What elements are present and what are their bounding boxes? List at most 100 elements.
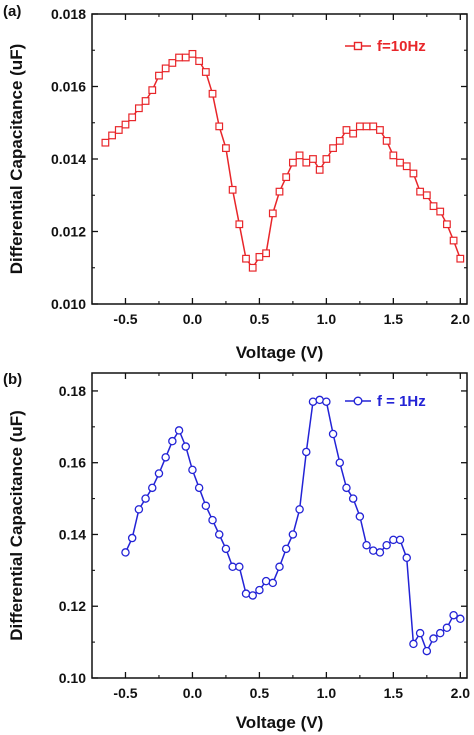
- legend-b: f = 1Hz: [345, 393, 426, 410]
- data-point: [322, 155, 331, 163]
- data-point: [435, 628, 445, 638]
- y-tick-label: 0.12: [59, 598, 86, 614]
- x-axis-title-b: Voltage (V): [236, 713, 324, 732]
- data-point: [449, 610, 458, 620]
- panel-b: (b) -0.5 0.0 0.5 1.0 1.5 2.0 0.10 0.12 0.14 0.16 0…: [3, 371, 470, 732]
- ticks-b: -0.5 0.0 0.5 1.0 1.5 2.0 0.10 0.12 0.14 0.16 0.18: [59, 373, 470, 701]
- y-axis-title-b: Differential Capacitance (uF): [7, 410, 26, 641]
- data-point: [348, 494, 358, 503]
- data-point: [181, 53, 190, 62]
- data-point: [456, 614, 465, 624]
- data-point: [188, 49, 197, 58]
- data-point: [328, 429, 338, 439]
- data-point: [389, 151, 398, 160]
- data-point: [141, 97, 150, 105]
- data-point: [335, 136, 344, 145]
- data-point: [108, 131, 116, 140]
- data-point: [281, 544, 291, 554]
- x-tick-label: 1.5: [384, 685, 404, 701]
- data-point: [242, 254, 250, 263]
- data-point: [148, 483, 157, 493]
- data-point: [174, 426, 184, 435]
- x-tick-label: 2.0: [451, 311, 471, 327]
- data-point: [154, 469, 164, 478]
- data-point: [342, 126, 351, 134]
- data-point: [396, 158, 404, 167]
- data-point: [134, 104, 143, 113]
- plot-frame-b: [91, 372, 468, 679]
- x-tick-label: 0.5: [250, 311, 270, 327]
- data-point: [295, 505, 304, 514]
- data-point: [161, 453, 170, 462]
- data-point: [295, 151, 304, 160]
- data-point: [235, 220, 244, 229]
- panel-a: (a) -0.5 0.0 0.5 1.0 1.5 2.0 0.010 0.012 0.014 0.…: [3, 3, 470, 362]
- data-point: [128, 113, 137, 122]
- data-point: [443, 220, 451, 229]
- data-point: [369, 122, 378, 131]
- data-point: [302, 447, 311, 457]
- data-point: [194, 483, 204, 493]
- data-point: [395, 535, 405, 545]
- ticks-a: -0.5 0.0 0.5 1.0 1.5 2.0 0.010 0.012 0.014 0.016 0…: [51, 6, 470, 327]
- data-point: [114, 126, 123, 134]
- data-point: [429, 202, 438, 211]
- x-tick-label: 1.0: [317, 311, 337, 327]
- data-point: [141, 494, 150, 503]
- y-tick-label: 0.18: [59, 383, 86, 399]
- series-b: [121, 395, 465, 656]
- data-point: [329, 144, 337, 153]
- data-point: [248, 263, 257, 272]
- x-tick-label: 0.0: [183, 685, 203, 701]
- x-tick-label: -0.5: [113, 685, 137, 701]
- data-point: [208, 89, 217, 98]
- data-point: [255, 252, 264, 261]
- data-point: [168, 59, 177, 67]
- legend-a-label: f=10Hz: [377, 38, 426, 55]
- data-point: [322, 397, 331, 406]
- y-tick-label: 0.16: [59, 455, 86, 471]
- data-point: [282, 173, 291, 182]
- data-point: [208, 515, 217, 525]
- data-point: [442, 623, 452, 633]
- data-point: [221, 544, 231, 554]
- x-tick-label: 0.5: [250, 685, 270, 701]
- data-point: [349, 129, 358, 138]
- data-point: [382, 540, 391, 550]
- data-point: [215, 122, 224, 131]
- y-tick-label: 0.10: [59, 670, 86, 686]
- panel-b-label: (b): [3, 371, 22, 388]
- data-point: [268, 209, 277, 218]
- y-tick-label: 0.016: [51, 79, 86, 95]
- data-point: [362, 540, 371, 550]
- data-point: [309, 155, 317, 163]
- x-tick-label: 1.0: [317, 685, 337, 701]
- y-tick-label: 0.010: [51, 296, 86, 312]
- data-point: [161, 64, 170, 73]
- data-point: [422, 191, 431, 200]
- data-point: [315, 165, 324, 174]
- x-tick-label: 1.5: [384, 311, 404, 327]
- y-tick-label: 0.012: [51, 224, 86, 240]
- legend-b-label: f = 1Hz: [377, 393, 426, 410]
- y-tick-label: 0.14: [59, 526, 86, 542]
- series-line: [104, 53, 462, 269]
- data-point: [275, 562, 284, 572]
- x-tick-label: 2.0: [451, 685, 471, 701]
- data-point: [248, 591, 257, 600]
- data-point: [255, 585, 264, 595]
- data-point: [188, 465, 197, 475]
- data-point: [429, 634, 438, 643]
- data-point: [342, 483, 351, 493]
- data-point: [262, 249, 271, 258]
- data-point: [121, 120, 130, 129]
- data-point: [335, 458, 345, 467]
- data-point: [195, 57, 204, 66]
- y-tick-label: 0.018: [51, 6, 86, 22]
- data-point: [214, 530, 224, 539]
- data-point: [288, 530, 298, 539]
- data-point: [175, 53, 183, 62]
- series-line: [124, 399, 461, 652]
- data-point: [268, 578, 278, 588]
